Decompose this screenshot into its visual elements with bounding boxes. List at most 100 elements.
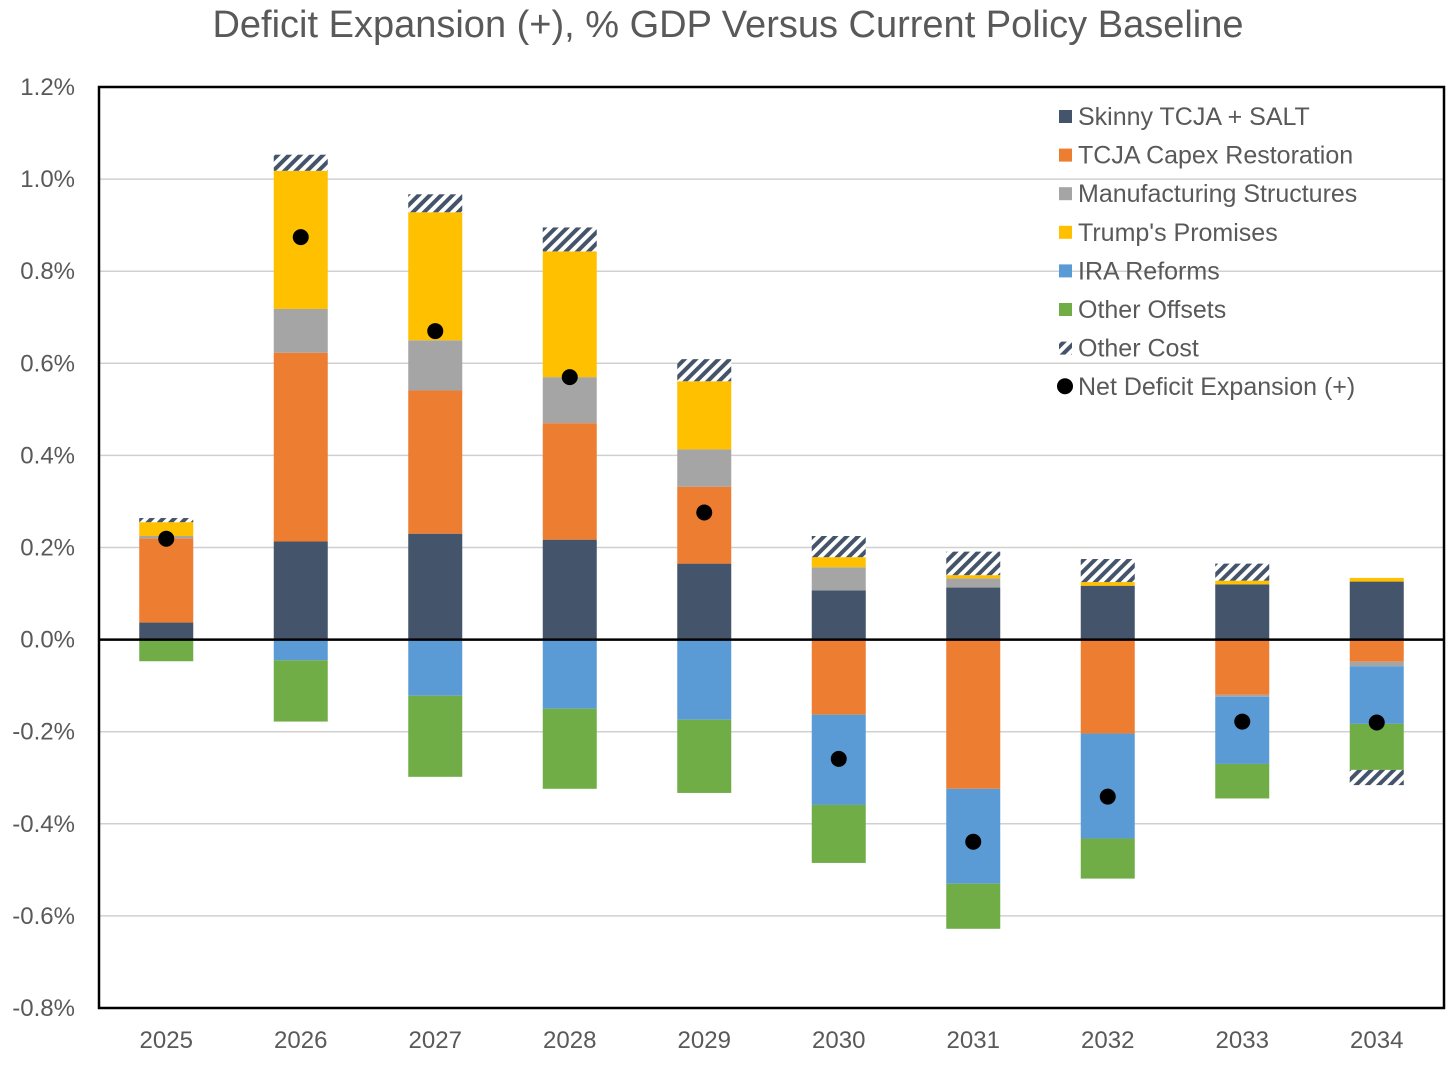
bar-other-cost-2025 — [139, 518, 194, 523]
legend-label: Other Offsets — [1078, 296, 1226, 324]
y-tick-label: -0.4% — [12, 811, 75, 838]
bar-other-cost-2028 — [542, 227, 597, 252]
bar-other-offsets-2033 — [1215, 763, 1270, 799]
x-tick-label: 2029 — [678, 1027, 731, 1054]
bar-other-offsets-2027 — [408, 695, 463, 777]
bar-tcja-capex-restoration-2029 — [677, 486, 732, 564]
bar-manufacturing-structures-2033 — [1215, 694, 1270, 697]
legend-swatch — [1059, 341, 1072, 355]
bar-trump-s-promises-2032 — [1080, 582, 1135, 586]
bar-ira-reforms-2026 — [273, 639, 328, 661]
chart-title: Deficit Expansion (+), % GDP Versus Curr… — [212, 4, 1244, 46]
legend-label: Manufacturing Structures — [1078, 180, 1357, 208]
bar-trump-s-promises-2030 — [811, 557, 866, 568]
x-tick-label: 2026 — [274, 1027, 327, 1054]
bar-other-cost-2029 — [677, 359, 732, 382]
legend-label: Trump's Promises — [1078, 219, 1278, 247]
bar-skinny-tcja-salt-2031 — [946, 587, 1001, 640]
net-point-2032 — [1099, 788, 1116, 805]
bar-manufacturing-structures-2030 — [811, 567, 866, 591]
x-tick-label: 2034 — [1350, 1027, 1403, 1054]
net-point-2027 — [427, 323, 444, 340]
bar-tcja-capex-restoration-2030 — [811, 639, 866, 715]
bar-trump-s-promises-2029 — [677, 381, 732, 450]
x-tick-label: 2032 — [1081, 1027, 1134, 1054]
bar-other-cost-2033 — [1215, 563, 1270, 581]
y-tick-label: -0.8% — [12, 995, 75, 1022]
bar-other-offsets-2031 — [946, 883, 1001, 929]
x-tick-label: 2030 — [812, 1027, 865, 1054]
bar-ira-reforms-2032 — [1080, 733, 1135, 839]
bar-tcja-capex-restoration-2034 — [1349, 639, 1404, 662]
net-point-2034 — [1368, 714, 1385, 731]
bar-manufacturing-structures-2031 — [946, 578, 1001, 588]
bar-trump-s-promises-2033 — [1215, 580, 1270, 585]
bar-trump-s-promises-2028 — [542, 251, 597, 378]
bar-skinny-tcja-salt-2028 — [542, 539, 597, 640]
bar-tcja-capex-restoration-2033 — [1215, 639, 1270, 695]
x-tick-label: 2033 — [1216, 1027, 1269, 1054]
bar-skinny-tcja-salt-2032 — [1080, 585, 1135, 640]
y-axis: 1.2% 1.0% 0.8% 0.6% 0.4% 0.2% 0.0% -0.2% -0.4% -0… — [12, 74, 75, 1022]
bar-other-offsets-2029 — [677, 719, 732, 793]
y-tick-label: 0.4% — [20, 442, 75, 469]
legend-label: Skinny TCJA + SALT — [1078, 103, 1310, 131]
bar-trump-s-promises-2027 — [408, 212, 463, 341]
legend: Skinny TCJA + SALT TCJA Capex Restoration… — [1057, 103, 1357, 401]
x-axis: 2025 2026 2027 2028 2029 2030 2031 2032 2033 2034 — [140, 1027, 1404, 1054]
bar-manufacturing-structures-2029 — [677, 449, 732, 487]
bars — [139, 154, 1404, 929]
legend-swatch — [1059, 148, 1072, 162]
y-tick-label: -0.2% — [12, 719, 75, 746]
y-tick-label: 0.0% — [20, 627, 75, 654]
net-point-2028 — [561, 369, 578, 386]
x-tick-label: 2027 — [409, 1027, 462, 1054]
bar-trump-s-promises-2034 — [1349, 577, 1404, 582]
legend-marker-dot — [1057, 378, 1073, 395]
legend-label: TCJA Capex Restoration — [1078, 142, 1353, 170]
y-tick-label: 0.2% — [20, 535, 75, 562]
x-tick-label: 2025 — [140, 1027, 193, 1054]
bar-skinny-tcja-salt-2030 — [811, 590, 866, 640]
bar-other-cost-2032 — [1080, 559, 1135, 583]
y-tick-label: 1.2% — [20, 74, 75, 101]
legend-swatch — [1059, 110, 1072, 123]
bar-other-cost-2034 — [1349, 769, 1404, 786]
bar-skinny-tcja-salt-2034 — [1349, 581, 1404, 640]
y-tick-label: 1.0% — [20, 166, 75, 193]
bar-ira-reforms-2028 — [542, 639, 597, 709]
bar-other-cost-2030 — [811, 535, 866, 558]
bar-ira-reforms-2033 — [1215, 696, 1270, 764]
plot-frame — [97, 85, 1446, 1010]
bar-other-offsets-2028 — [542, 708, 597, 789]
bar-other-cost-2031 — [946, 551, 1001, 576]
bar-other-offsets-2032 — [1080, 838, 1135, 879]
x-tick-label: 2028 — [543, 1027, 596, 1054]
bar-other-offsets-2034 — [1349, 723, 1404, 770]
bar-tcja-capex-restoration-2028 — [542, 423, 597, 540]
bar-ira-reforms-2034 — [1349, 666, 1404, 724]
bar-manufacturing-structures-2026 — [273, 308, 328, 353]
bar-tcja-capex-restoration-2026 — [273, 352, 328, 542]
net-point-2031 — [965, 833, 982, 850]
bar-tcja-capex-restoration-2027 — [408, 390, 463, 534]
x-tick-label: 2031 — [947, 1027, 1000, 1054]
legend-swatch — [1059, 225, 1072, 239]
bar-other-offsets-2030 — [811, 804, 866, 863]
bar-other-offsets-2025 — [139, 639, 194, 662]
bar-skinny-tcja-salt-2027 — [408, 533, 463, 640]
net-point-2030 — [830, 750, 847, 767]
bar-tcja-capex-restoration-2031 — [946, 639, 1001, 789]
bar-manufacturing-structures-2027 — [408, 340, 463, 391]
bar-skinny-tcja-salt-2025 — [139, 622, 194, 640]
legend-swatch — [1059, 187, 1072, 201]
legend-label: IRA Reforms — [1078, 257, 1220, 285]
bar-skinny-tcja-salt-2026 — [273, 541, 328, 640]
bar-ira-reforms-2027 — [408, 639, 463, 696]
bar-skinny-tcja-salt-2033 — [1215, 584, 1270, 640]
legend-label: Other Cost — [1078, 335, 1199, 363]
bar-tcja-capex-restoration-2032 — [1080, 639, 1135, 734]
y-tick-label: 0.8% — [20, 258, 75, 285]
bar-manufacturing-structures-2034 — [1349, 661, 1404, 667]
